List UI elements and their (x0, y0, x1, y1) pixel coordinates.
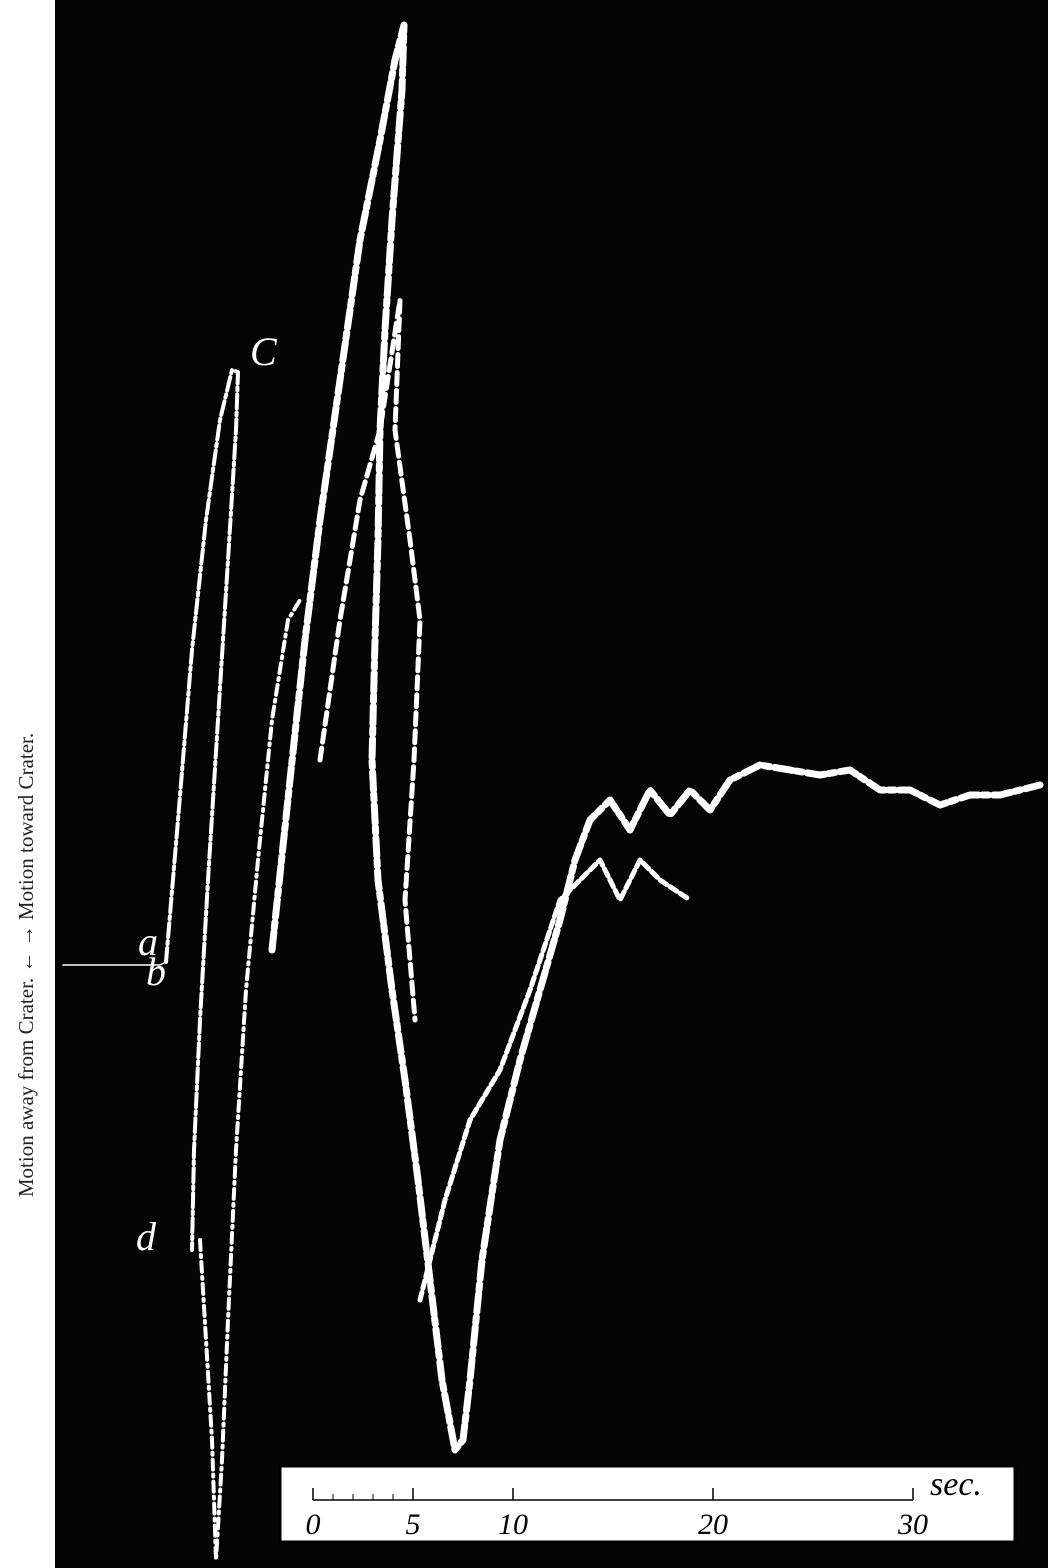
trace-label: b (146, 949, 166, 994)
scale-unit: sec. (930, 1466, 982, 1503)
scale-tick-label: 10 (498, 1508, 528, 1541)
seismogram-figure: Motion away from Crater. ← → Motion towa… (0, 0, 1048, 1568)
trace-label: C (250, 329, 278, 374)
trace-label: d (136, 1214, 157, 1259)
scale-tick-label: 5 (406, 1508, 421, 1541)
side-label: Motion away from Crater. ← → Motion towa… (14, 733, 38, 1197)
scale-tick-label: 30 (897, 1508, 928, 1541)
time-scale: sec. 0 5 10 20 30 (280, 1466, 1015, 1542)
scale-tick-label: 20 (698, 1508, 728, 1541)
scale-tick-label: 0 (306, 1508, 321, 1541)
